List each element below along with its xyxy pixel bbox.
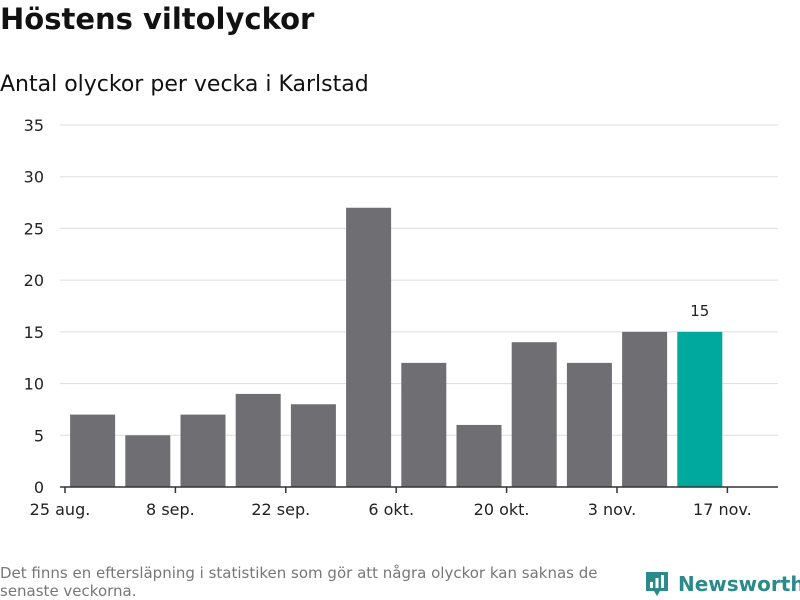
- x-axis: [60, 486, 778, 493]
- bar: [401, 362, 447, 487]
- y-tick-label: 0: [34, 478, 44, 497]
- bar: [622, 331, 668, 487]
- chart-subtitle: Antal olyckor per vecka i Karlstad: [0, 72, 369, 97]
- y-tick-label: 15: [24, 323, 44, 342]
- footnote: Det finns en eftersläpning i statistiken…: [0, 564, 598, 600]
- x-tick-label: 17 nov.: [693, 500, 752, 519]
- x-tick-label: 8 sep.: [146, 500, 195, 519]
- bar: [290, 404, 336, 487]
- data-labels: 15: [690, 302, 709, 320]
- x-axis-labels: 25 aug. 8 sep. 22 sep. 6 okt. 20 okt. 3 nov. 1…: [30, 500, 752, 519]
- bar: [511, 342, 557, 487]
- bar: [70, 414, 116, 487]
- x-tick-label: 22 sep.: [251, 500, 310, 519]
- y-tick-label: 20: [24, 271, 44, 290]
- bar: [346, 207, 392, 487]
- x-tick-label: 20 okt.: [474, 500, 530, 519]
- bars: [70, 207, 723, 487]
- bar: [235, 393, 281, 487]
- bar-chart: 0 5 10 15 20 25 30 35 25 aug. 8 sep. 22 sep. 6 okt…: [24, 116, 778, 519]
- y-tick-label: 30: [24, 168, 44, 187]
- bar-chart-pin-icon: [646, 572, 668, 596]
- bar: [566, 362, 612, 487]
- x-tick-label: 25 aug.: [30, 500, 91, 519]
- y-tick-label: 35: [24, 116, 44, 135]
- brand-name: Newsworthy: [678, 572, 800, 596]
- y-tick-label: 10: [24, 375, 44, 394]
- chart-title: Höstens viltolyckor: [0, 2, 315, 36]
- y-tick-label: 5: [34, 426, 44, 445]
- x-tick-label: 6 okt.: [368, 500, 414, 519]
- y-axis-labels: 0 5 10 15 20 25 30 35: [24, 116, 44, 497]
- bar: [125, 435, 171, 487]
- bar: [180, 414, 226, 487]
- newsworthy-logo[interactable]: Newsworthy: [644, 570, 800, 598]
- data-label: 15: [690, 302, 709, 320]
- bar: [456, 424, 502, 487]
- y-tick-label: 25: [24, 219, 44, 238]
- bar-highlighted: [677, 331, 723, 487]
- x-tick-label: 3 nov.: [588, 500, 637, 519]
